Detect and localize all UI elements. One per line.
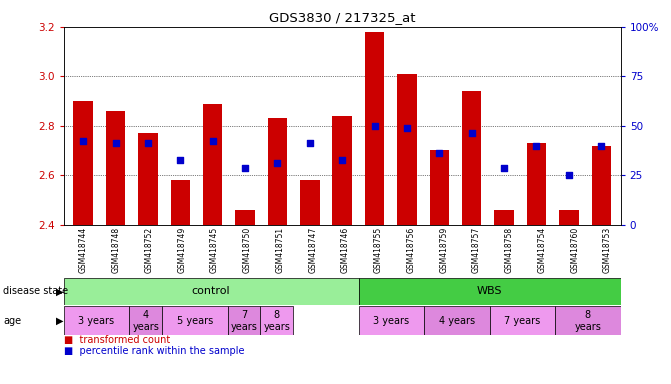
Point	[142, 140, 153, 146]
Point	[564, 172, 574, 178]
Text: GSM418756: GSM418756	[407, 227, 415, 273]
Bar	[462, 91, 481, 225]
Text: GSM418750: GSM418750	[243, 227, 252, 273]
Text: GSM418754: GSM418754	[537, 227, 547, 273]
Bar	[424, 306, 490, 335]
Text: GSM418753: GSM418753	[603, 227, 612, 273]
Text: 8
years: 8 years	[574, 310, 601, 332]
Text: ■  percentile rank within the sample: ■ percentile rank within the sample	[64, 346, 244, 356]
Point	[240, 165, 250, 171]
Bar	[236, 210, 255, 225]
Point	[531, 142, 542, 149]
Text: 3 years: 3 years	[79, 316, 115, 326]
Bar	[260, 306, 293, 335]
Bar	[358, 306, 424, 335]
Bar	[268, 118, 287, 225]
Bar	[333, 116, 352, 225]
Point	[466, 130, 477, 136]
Bar	[106, 111, 125, 225]
Text: GSM418752: GSM418752	[144, 227, 154, 273]
Point	[175, 157, 186, 164]
Text: ■  transformed count: ■ transformed count	[64, 335, 170, 345]
Point	[434, 150, 445, 156]
Point	[369, 123, 380, 129]
Text: GSM418760: GSM418760	[570, 227, 579, 273]
Point	[78, 137, 89, 144]
Text: 3 years: 3 years	[373, 316, 409, 326]
Text: GSM418748: GSM418748	[111, 227, 121, 273]
Text: GSM418745: GSM418745	[210, 227, 219, 273]
Bar	[365, 32, 384, 225]
Text: GSM418755: GSM418755	[374, 227, 382, 273]
Point	[596, 142, 607, 149]
Bar	[73, 101, 93, 225]
Bar	[358, 278, 621, 305]
Text: 4 years: 4 years	[439, 316, 475, 326]
Text: GSM418744: GSM418744	[79, 227, 88, 273]
Text: 7 years: 7 years	[505, 316, 541, 326]
Text: 5 years: 5 years	[176, 316, 213, 326]
Text: GSM418746: GSM418746	[341, 227, 350, 273]
Bar	[64, 306, 130, 335]
Bar	[559, 210, 578, 225]
Text: ▶: ▶	[56, 316, 63, 326]
Bar	[227, 306, 260, 335]
Point	[499, 165, 509, 171]
Text: GSM418751: GSM418751	[276, 227, 285, 273]
Bar	[429, 151, 449, 225]
Bar	[527, 143, 546, 225]
Text: ▶: ▶	[56, 286, 63, 296]
Bar	[138, 133, 158, 225]
Text: 4
years: 4 years	[132, 310, 159, 332]
Text: 8
years: 8 years	[263, 310, 290, 332]
Bar	[170, 180, 190, 225]
Bar	[64, 278, 358, 305]
Text: 7
years: 7 years	[231, 310, 258, 332]
Bar	[203, 104, 222, 225]
Point	[337, 157, 348, 164]
Bar	[592, 146, 611, 225]
Bar	[495, 210, 514, 225]
Bar	[490, 306, 555, 335]
Bar	[300, 180, 319, 225]
Bar	[162, 306, 227, 335]
Point	[402, 125, 413, 131]
Point	[272, 160, 282, 166]
Bar	[555, 306, 621, 335]
Text: GSM418759: GSM418759	[440, 227, 448, 273]
Text: disease state: disease state	[3, 286, 68, 296]
Bar	[397, 74, 417, 225]
Text: GSM418758: GSM418758	[505, 227, 514, 273]
Text: GSM418749: GSM418749	[177, 227, 186, 273]
Text: GSM418747: GSM418747	[308, 227, 317, 273]
Text: WBS: WBS	[477, 286, 503, 296]
Text: GSM418757: GSM418757	[472, 227, 481, 273]
Point	[110, 140, 121, 146]
Text: GDS3830 / 217325_at: GDS3830 / 217325_at	[269, 12, 415, 25]
Text: age: age	[3, 316, 21, 326]
Bar	[130, 306, 162, 335]
Point	[207, 137, 218, 144]
Point	[305, 140, 315, 146]
Text: control: control	[192, 286, 230, 296]
